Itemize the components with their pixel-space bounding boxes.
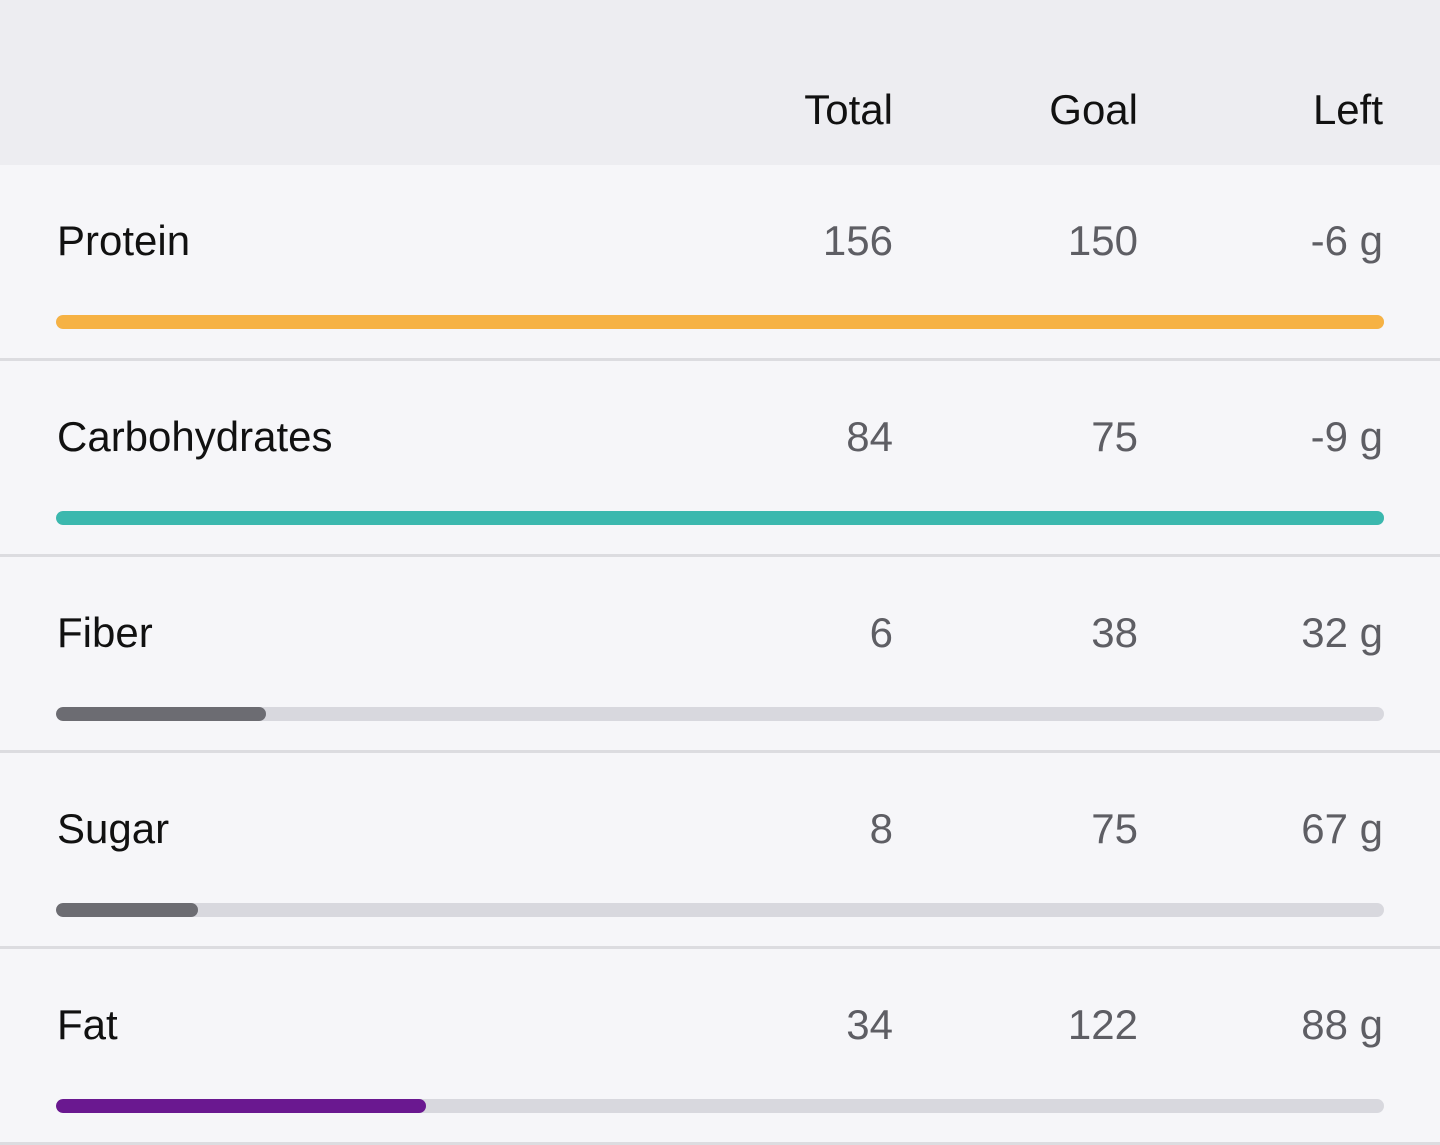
nutrient-goal: 122 — [1067, 1001, 1138, 1048]
nutrient-goal: 75 — [1091, 413, 1138, 460]
nutrient-left: -6 g — [1310, 217, 1383, 264]
nutrient-total: 156 — [822, 217, 893, 264]
progress-fill — [56, 903, 198, 917]
nutrient-row: Sugar 8 75 67 g — [0, 753, 1440, 949]
nutrient-left: 67 g — [1301, 805, 1383, 852]
nutrient-goal: 75 — [1091, 805, 1138, 852]
nutrient-goal: 150 — [1067, 217, 1138, 264]
column-header: Total — [804, 86, 893, 133]
nutrient-name: Fiber — [57, 609, 153, 656]
nutrient-name: Carbohydrates — [57, 413, 333, 460]
nutrient-name: Protein — [57, 217, 191, 264]
progress-fill — [56, 315, 1384, 329]
progress-track — [56, 1099, 1384, 1113]
nutrient-left: 88 g — [1301, 1001, 1383, 1048]
progress-fill — [56, 707, 266, 721]
progress-track — [56, 511, 1384, 525]
column-header: Goal — [1049, 86, 1138, 133]
nutrient-left: 32 g — [1301, 609, 1383, 656]
column-header: Left — [1312, 86, 1383, 133]
nutrient-name: Fat — [57, 1001, 118, 1048]
progress-track — [56, 903, 1384, 917]
nutrient-total: 8 — [869, 805, 893, 852]
table-header: Total Goal Left — [0, 0, 1440, 165]
nutrient-name: Sugar — [57, 805, 170, 852]
progress-fill — [56, 511, 1384, 525]
nutrient-row: Carbohydrates 84 75 -9 g — [0, 361, 1440, 557]
nutrient-total: 6 — [869, 609, 893, 656]
progress-track — [56, 707, 1384, 721]
nutrient-total: 34 — [846, 1001, 893, 1048]
nutrient-row: Fat 34 122 88 g — [0, 949, 1440, 1145]
progress-fill — [56, 1099, 427, 1113]
nutrient-goal: 38 — [1091, 609, 1138, 656]
nutrient-left: -9 g — [1310, 413, 1383, 460]
nutrient-total: 84 — [846, 413, 893, 460]
nutrient-row: Fiber 6 38 32 g — [0, 557, 1440, 753]
progress-track — [56, 315, 1384, 329]
nutrient-row: Protein 156 150 -6 g — [0, 165, 1440, 361]
